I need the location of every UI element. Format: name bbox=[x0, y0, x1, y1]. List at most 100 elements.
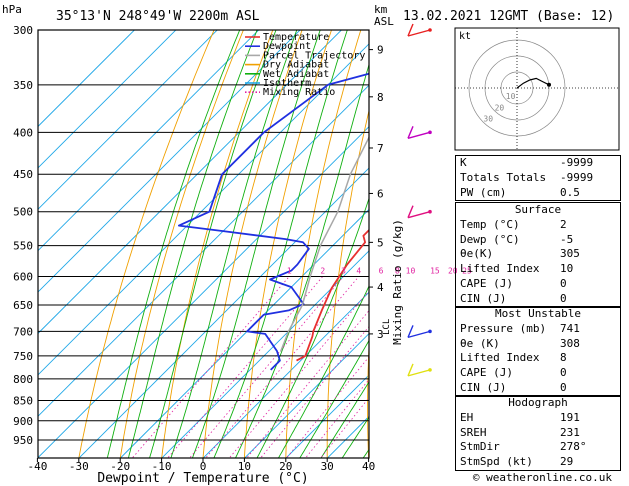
altitude-tick-label: 3 bbox=[377, 328, 384, 341]
altitude-tick-label: 6 bbox=[377, 188, 384, 201]
index-row: K -9999 bbox=[456, 156, 620, 171]
wet-adiabat-lines bbox=[106, 30, 369, 458]
isotherm-line bbox=[38, 30, 218, 210]
index-value: 305 bbox=[560, 247, 580, 261]
legend-entry: Temperature bbox=[263, 32, 329, 43]
wind-barb-staff bbox=[407, 330, 431, 339]
index-row: Totals Totals -9999 bbox=[456, 171, 620, 186]
index-label: CAPE (J) bbox=[460, 276, 513, 290]
wet-adiabat-line bbox=[106, 30, 241, 458]
isotherm-line bbox=[38, 30, 301, 293]
temperature-tick-label: -40 bbox=[27, 460, 47, 473]
index-value: 0.5 bbox=[560, 185, 580, 199]
wet-adiabat-line bbox=[341, 416, 369, 458]
isotherm-line bbox=[38, 30, 260, 252]
index-label: Lifted Index bbox=[460, 351, 540, 365]
isotherm-line bbox=[38, 30, 136, 128]
index-row: CIN (J) 0 bbox=[456, 381, 620, 396]
index-row: CAPE (J) 0 bbox=[456, 277, 620, 292]
wind-barb-staff bbox=[407, 211, 431, 219]
index-label: Dewp (°C) bbox=[460, 232, 520, 246]
isotherm-line bbox=[202, 291, 369, 458]
temperature-tick-label: 30 bbox=[321, 460, 334, 473]
copyright: © weatheronline.co.uk bbox=[473, 471, 612, 484]
dry-adiabat-line bbox=[119, 30, 244, 458]
dewpoint-profile bbox=[178, 72, 369, 371]
indices-top-table: K -9999 Totals Totals -9999 PW (cm) 0.5 bbox=[455, 155, 621, 202]
hodograph-ring-label: 30 bbox=[483, 115, 493, 124]
altitude-tick-label: 7 bbox=[377, 142, 384, 155]
temperature-axis: -40 -30 -20 -10 0 10 20 30 40 bbox=[27, 458, 375, 473]
mixing-ratio-line bbox=[189, 276, 344, 458]
x-axis-title: Dewpoint / Temperature (°C) bbox=[97, 471, 308, 486]
surface-title: Surface bbox=[514, 203, 562, 216]
index-label: θe (K) bbox=[460, 336, 500, 350]
dry-adiabat-lines bbox=[78, 6, 455, 476]
legend-entry: Mixing Ratio bbox=[263, 87, 335, 98]
lcl-label: LCL bbox=[382, 319, 392, 335]
hodograph-trace bbox=[516, 77, 550, 89]
index-value: 231 bbox=[560, 425, 580, 439]
index-label: θe(K) bbox=[460, 247, 494, 261]
index-value: 278° bbox=[560, 440, 587, 454]
altitude-tick-label: 5 bbox=[377, 236, 384, 249]
index-value: 0 bbox=[560, 276, 567, 290]
index-label: Temp (°C) bbox=[460, 217, 520, 231]
index-value: 0 bbox=[560, 291, 567, 305]
dry-adiabat-line bbox=[202, 30, 303, 458]
mixing-ratio-line bbox=[205, 276, 360, 458]
profile-lines bbox=[178, 72, 369, 371]
temperature-tick-label: -20 bbox=[110, 460, 130, 473]
mixing-ratio-line bbox=[228, 290, 369, 458]
isotherm-line bbox=[285, 374, 369, 458]
wet-adiabat-line bbox=[170, 30, 298, 458]
wind-barb-flag bbox=[407, 205, 414, 218]
legend-entry: Isotherm bbox=[263, 78, 311, 89]
km-label: km bbox=[374, 3, 388, 16]
wind-barb-point bbox=[428, 368, 432, 372]
pressure-tick-label: 550 bbox=[13, 240, 33, 253]
temperature-tick-label: -30 bbox=[69, 460, 89, 473]
mixing-ratio-tick-label: 15 bbox=[430, 267, 440, 276]
dry-adiabat-line bbox=[407, 6, 455, 476]
index-label: Totals Totals bbox=[460, 170, 547, 184]
hodograph-frame bbox=[454, 27, 620, 151]
mixing-ratio-line bbox=[246, 309, 369, 458]
index-value: 8 bbox=[560, 351, 567, 365]
altitude-tick-label: 4 bbox=[377, 281, 384, 294]
temperature-tick-label: 40 bbox=[362, 460, 375, 473]
index-value: 2 bbox=[560, 217, 567, 231]
dry-adiabat-line bbox=[161, 30, 274, 458]
wet-adiabat-line bbox=[191, 30, 321, 458]
index-value: 0 bbox=[560, 366, 567, 380]
wet-adiabat-line bbox=[234, 62, 369, 458]
temperature-tick-label: 0 bbox=[200, 460, 207, 473]
index-value: -9999 bbox=[560, 156, 594, 169]
altitude-tick-label: 8 bbox=[377, 91, 384, 104]
pressure-tick-label: 850 bbox=[13, 394, 33, 407]
index-label: SREH bbox=[460, 425, 487, 439]
most-unstable-title: Most Unstable bbox=[494, 307, 582, 320]
wet-adiabat-line bbox=[277, 285, 369, 458]
isotherm-line bbox=[38, 30, 343, 335]
pressure-tick-label: 650 bbox=[13, 299, 33, 312]
index-row: PW (cm) 0.5 bbox=[456, 186, 620, 201]
wet-adiabat-line bbox=[149, 30, 277, 458]
location-title: 35°13'N 248°49'W 2200m ASL bbox=[56, 9, 260, 24]
wind-barb-flag bbox=[407, 325, 414, 338]
mixing-ratio-tick-label: 25 bbox=[462, 267, 472, 276]
pressure-tick-label: 950 bbox=[13, 434, 33, 447]
wind-barbs bbox=[407, 23, 432, 377]
mixing-ratio-tick-label: 6 bbox=[379, 267, 384, 276]
index-row: StmSpd (kt) 29 bbox=[456, 455, 620, 470]
index-label: PW (cm) bbox=[460, 185, 507, 199]
index-row: CIN (J) 0 bbox=[456, 292, 620, 307]
index-row: θe(K) 305 bbox=[456, 247, 620, 262]
wind-barb-point bbox=[428, 209, 432, 214]
wind-barb-staff bbox=[407, 369, 431, 377]
index-label: StmSpd (kt) bbox=[460, 455, 533, 469]
index-value: -5 bbox=[560, 232, 574, 246]
